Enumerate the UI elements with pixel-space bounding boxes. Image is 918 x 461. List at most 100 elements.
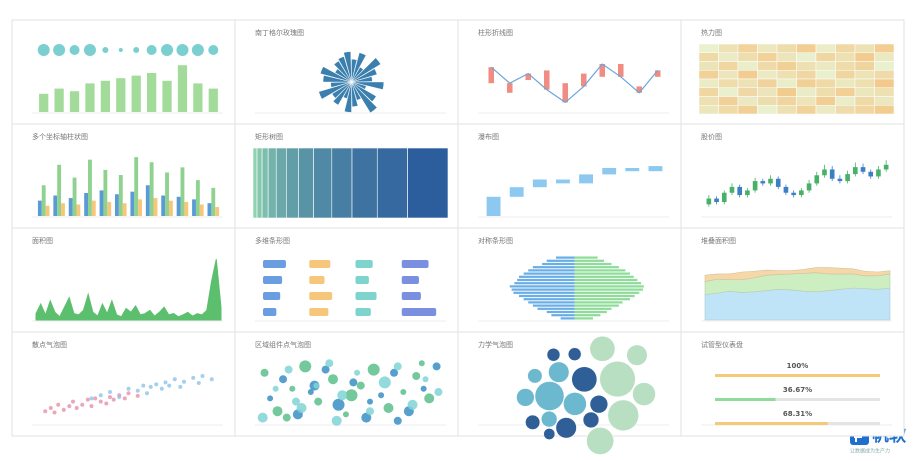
bar-left	[546, 259, 575, 262]
panel-title: 力学气泡图	[478, 340, 513, 349]
waterfall-bar	[556, 179, 570, 184]
candle-body	[775, 178, 781, 187]
bubble	[361, 412, 372, 423]
packed-bubble	[563, 392, 587, 416]
bar	[208, 88, 218, 112]
bubble	[393, 362, 402, 371]
range-bar	[488, 67, 495, 84]
bubble	[191, 44, 204, 56]
waterfall-bar	[509, 187, 524, 197]
packed-bubble	[534, 381, 565, 411]
bar-right	[574, 278, 638, 282]
candle-body	[860, 167, 866, 172]
heat-cell	[854, 96, 875, 106]
candle-body	[752, 181, 758, 191]
bar-left	[514, 282, 575, 285]
heat-cell	[815, 43, 836, 53]
heat-cell	[757, 87, 778, 97]
packed-bubble	[586, 427, 614, 455]
heat-cell	[698, 52, 719, 62]
bubble	[342, 411, 349, 418]
rose-wedge	[337, 56, 352, 83]
heat-cell	[698, 70, 719, 80]
point	[43, 409, 48, 414]
bar	[153, 198, 158, 216]
line	[490, 63, 659, 104]
panel-title: 试管型仪表盘	[701, 340, 743, 349]
bar	[39, 93, 49, 112]
badge-bar	[355, 292, 377, 300]
waterfall-bar	[648, 166, 663, 172]
point	[104, 401, 109, 406]
bar	[37, 200, 42, 216]
brand-slogan: 让数据成为生产力	[850, 448, 890, 455]
heat-cell	[874, 105, 895, 115]
candle-body	[845, 174, 850, 182]
rose-wedge	[351, 68, 378, 83]
gauge-fill	[715, 374, 880, 377]
bar-right	[574, 317, 593, 320]
bubble	[356, 381, 365, 390]
packed-bubble	[555, 417, 577, 439]
bubble	[272, 385, 279, 392]
treemap-cell	[286, 147, 299, 219]
point	[209, 377, 214, 382]
point	[52, 410, 57, 415]
bar	[88, 159, 92, 216]
bubble	[53, 44, 66, 56]
bar-left	[517, 278, 575, 282]
rose-wedge	[351, 76, 373, 83]
bar	[177, 65, 188, 112]
bubble	[299, 360, 312, 373]
candle-body	[721, 192, 727, 203]
range-bar	[580, 73, 587, 87]
point	[145, 391, 149, 396]
rose-wedge	[351, 57, 381, 83]
bar	[147, 73, 157, 112]
treemap-cell	[331, 147, 353, 219]
bubble	[314, 397, 323, 406]
point	[126, 386, 131, 391]
waterfall-bar	[532, 179, 547, 188]
bar-left	[528, 301, 575, 304]
bar	[145, 185, 150, 216]
treemap-cell	[275, 147, 287, 219]
heat-cell	[718, 87, 739, 97]
badge-bar	[355, 276, 369, 284]
heat-cell	[737, 70, 758, 80]
heat-cell	[854, 52, 875, 62]
bubble	[146, 45, 157, 55]
gauge-track	[715, 398, 880, 401]
rose-wedge	[351, 81, 378, 114]
bubble	[412, 372, 421, 380]
bar	[69, 91, 80, 112]
heat-cell	[757, 105, 778, 115]
heat-cell	[757, 61, 778, 71]
heat-cell	[835, 78, 856, 88]
badge-bar	[401, 292, 421, 300]
candle-body	[853, 167, 858, 175]
rose-wedge	[331, 81, 352, 99]
candle-body	[768, 178, 773, 184]
panel-title: 矩形树图	[255, 132, 283, 141]
heat-cell	[874, 96, 895, 106]
heat-cell	[737, 43, 758, 53]
treemap-cell	[313, 147, 333, 219]
bar-left	[511, 288, 575, 291]
heat-cell	[815, 87, 836, 97]
packed-bubble	[626, 344, 648, 366]
bar	[45, 205, 50, 216]
bubble	[367, 398, 373, 405]
heat-cell	[835, 52, 856, 62]
bubble	[418, 360, 425, 367]
bar	[211, 187, 216, 216]
area	[35, 259, 222, 321]
point	[117, 395, 122, 400]
bar-left	[542, 262, 575, 266]
panel-title: 多个坐标轴柱状图	[32, 132, 88, 141]
heat-cell	[854, 78, 875, 88]
waterfall-bar	[486, 196, 501, 216]
point	[135, 388, 140, 393]
bubble	[257, 412, 268, 423]
